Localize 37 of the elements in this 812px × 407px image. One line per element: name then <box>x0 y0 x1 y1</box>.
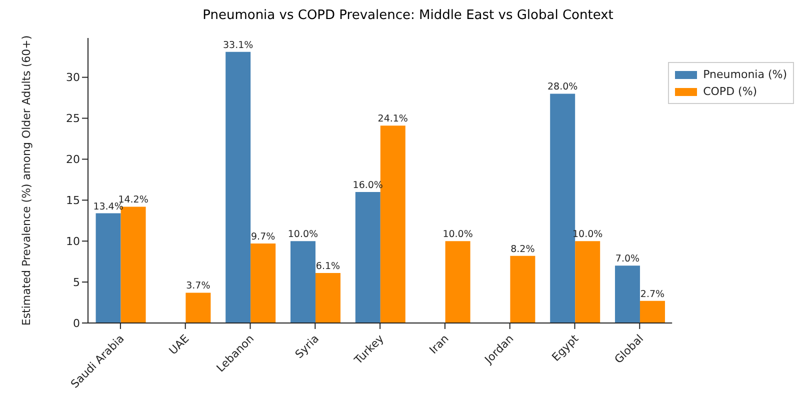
bar <box>550 94 576 323</box>
data-label: 7.0% <box>615 254 640 265</box>
bar <box>96 213 121 323</box>
data-label: 6.1% <box>316 261 340 272</box>
data-label: 28.0% <box>547 82 578 93</box>
bar <box>575 241 600 323</box>
bar <box>250 244 276 323</box>
data-label: 3.7% <box>186 280 210 292</box>
bar <box>445 241 470 323</box>
data-label: 33.1% <box>222 40 254 51</box>
data-label: 2.7% <box>640 288 665 300</box>
y-tick-label: 20 <box>66 153 80 166</box>
bar <box>290 241 316 323</box>
y-tick-label: 30 <box>66 71 80 84</box>
bar <box>640 300 665 323</box>
chart-title: Pneumonia vs COPD Prevalence: Middle East vs Global Context <box>202 8 614 25</box>
data-label: 13.4% <box>93 201 124 212</box>
y-tick-label: 5 <box>73 276 80 289</box>
x-tick-label: Iran <box>426 332 452 357</box>
bar <box>226 52 251 323</box>
data-label: 10.0% <box>288 229 318 240</box>
bar <box>315 273 340 323</box>
data-label: 8.2% <box>510 244 535 255</box>
y-tick-label: 15 <box>66 194 80 208</box>
data-label: 10.0% <box>442 229 473 240</box>
legend-label: COPD (%) <box>703 84 758 100</box>
y-axis-title: Estimated Prevalence (%) among Older Adults (60+) <box>20 35 33 326</box>
bar <box>355 192 380 323</box>
y-tick-label: 0 <box>73 316 80 330</box>
bar <box>510 256 536 323</box>
y-tick-label: 25 <box>66 112 80 126</box>
bar <box>186 292 211 323</box>
y-tick-label: 10 <box>66 235 80 248</box>
legend-label: Pneumonia (%) <box>703 67 787 83</box>
bar <box>614 266 640 323</box>
data-label: 9.7% <box>251 232 276 243</box>
data-label: 24.1% <box>378 114 408 125</box>
